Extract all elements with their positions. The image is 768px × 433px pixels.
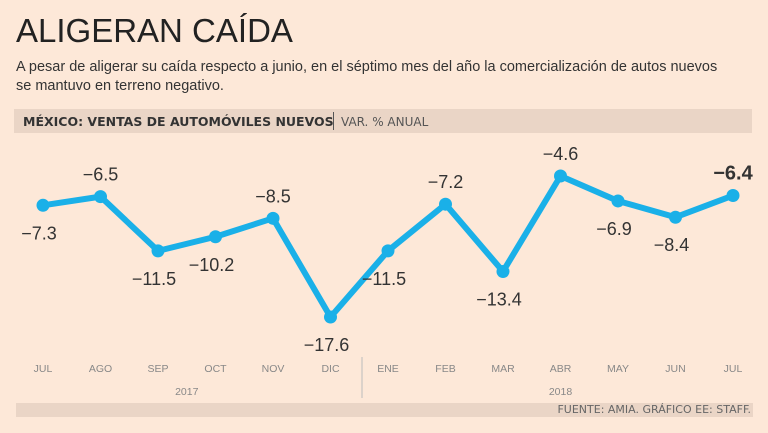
x-tick-label: FEB [435,363,455,375]
x-tick-label: JUL [724,363,743,375]
chart-header: MÉXICO: VENTAS DE AUTOMÓVILES NUEVOS VAR… [14,109,752,133]
x-tick-label: ABR [550,363,572,375]
x-tick-label: AGO [89,363,112,375]
data-label: −7.3 [21,223,57,243]
data-label: −11.5 [132,269,176,289]
x-tick-label: ENE [377,363,399,375]
data-label: −8.5 [255,186,291,206]
data-point [496,264,510,278]
source-note: FUENTE: AMIA. GRÁFICO EE: STAFF. [557,403,751,416]
x-tick-label: NOV [262,363,285,375]
subtitle: A pesar de aligerar su caída respecto a … [16,59,718,94]
footer-band: FUENTE: AMIA. GRÁFICO EE: STAFF. [16,403,753,417]
data-point [554,169,567,183]
divider [333,112,334,130]
data-point [36,198,50,212]
data-point [94,190,107,204]
data-point [151,244,165,258]
data-label: −6.5 [83,165,119,185]
data-point [266,211,280,225]
data-point [669,210,682,224]
data-label: −10.2 [189,255,235,275]
x-tick-label: JUN [665,363,685,375]
data-label: −11.5 [362,269,406,289]
x-tick-label: MAY [607,363,629,375]
units-label: VAR. % ANUAL [341,115,429,129]
page-title: ALIGERAN CAÍDA [16,12,293,49]
data-point [726,189,740,203]
data-point [611,194,625,208]
data-label: −6.9 [596,219,632,239]
data-point [439,197,452,211]
data-point [209,230,222,244]
data-label: −6.4 [713,163,753,185]
x-tick-label: MAR [491,363,515,375]
chart-title: MÉXICO: VENTAS DE AUTOMÓVILES NUEVOS [23,114,334,129]
year-label: 2018 [549,386,573,398]
data-point [324,310,337,324]
x-tick-label: JUL [34,363,53,375]
data-label: −13.4 [476,289,522,309]
x-tick-label: SEP [147,363,168,375]
year-label: 2017 [175,386,199,398]
data-label: −7.2 [428,172,464,192]
data-label: −8.4 [654,235,690,255]
data-label: −4.6 [543,144,579,164]
x-tick-label: OCT [204,363,227,375]
data-label: −17.6 [304,335,350,355]
data-point [381,244,395,258]
x-tick-label: DIC [321,363,340,375]
